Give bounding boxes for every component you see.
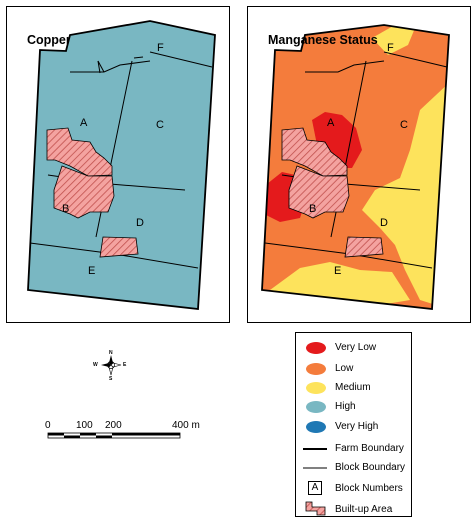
legend-label-block-numbers: Block Numbers xyxy=(335,483,403,494)
legend-swatch-very-high xyxy=(306,421,326,433)
copper-block-label-C: C xyxy=(156,119,164,131)
legend-label-low: Low xyxy=(335,363,354,374)
scale-label-100: 100 xyxy=(76,420,93,431)
manganese-block-label-F: F xyxy=(387,42,394,54)
legend-swatch-high xyxy=(306,401,326,413)
manganese-block-label-B: B xyxy=(309,203,317,215)
legend-label-built-up-area: Built-up Area xyxy=(335,504,393,515)
legend-swatch-very-low xyxy=(306,342,326,354)
legend-swatch-medium xyxy=(306,382,326,394)
manganese-farm-outline xyxy=(261,24,450,310)
legend-label-medium: Medium xyxy=(335,382,371,393)
legend-label-farm-boundary: Farm Boundary xyxy=(335,443,404,454)
copper-block-label-B: B xyxy=(62,203,70,215)
legend-label-very-high: Very High xyxy=(335,421,379,432)
legend-swatch-low xyxy=(306,363,326,375)
copper-block-label-D: D xyxy=(136,217,144,229)
compass-n: N xyxy=(109,350,113,356)
manganese-block-label-A: A xyxy=(327,117,335,129)
legend-built-up-swatch xyxy=(305,501,326,516)
manganese-block-label-E: E xyxy=(334,265,342,277)
copper-block-label-A: A xyxy=(80,117,88,129)
copper-built-up-areas xyxy=(46,127,139,258)
legend-label-high: High xyxy=(335,401,356,412)
scale-label-400: 400 m xyxy=(172,420,200,431)
manganese-map-title: Manganese Status xyxy=(268,33,378,47)
scale-label-200: 200 xyxy=(105,420,122,431)
copper-block-label-E: E xyxy=(88,265,96,277)
copper-block-label-F: F xyxy=(157,42,164,54)
scale-label-0: 0 xyxy=(45,420,51,431)
compass-e: E xyxy=(123,362,127,368)
legend-symbols xyxy=(303,342,327,516)
manganese-map-panel: Manganese Status xyxy=(247,6,471,323)
manganese-block-label-C: C xyxy=(400,119,408,131)
legend-label-very-low: Very Low xyxy=(335,342,377,353)
map-legend: Very Low Low Medium High Very High Farm … xyxy=(295,332,412,517)
compass-w: W xyxy=(93,362,98,368)
manganese-block-label-D: D xyxy=(380,217,388,229)
scale-bar xyxy=(47,432,181,439)
compass-rose-icon xyxy=(101,355,122,376)
compass-s: S xyxy=(109,376,113,382)
manganese-built-up-areas xyxy=(281,127,384,258)
legend-label-block-boundary: Block Boundary xyxy=(335,462,406,473)
copper-farm-area xyxy=(27,20,216,310)
legend-block-number-box: A xyxy=(308,481,322,495)
